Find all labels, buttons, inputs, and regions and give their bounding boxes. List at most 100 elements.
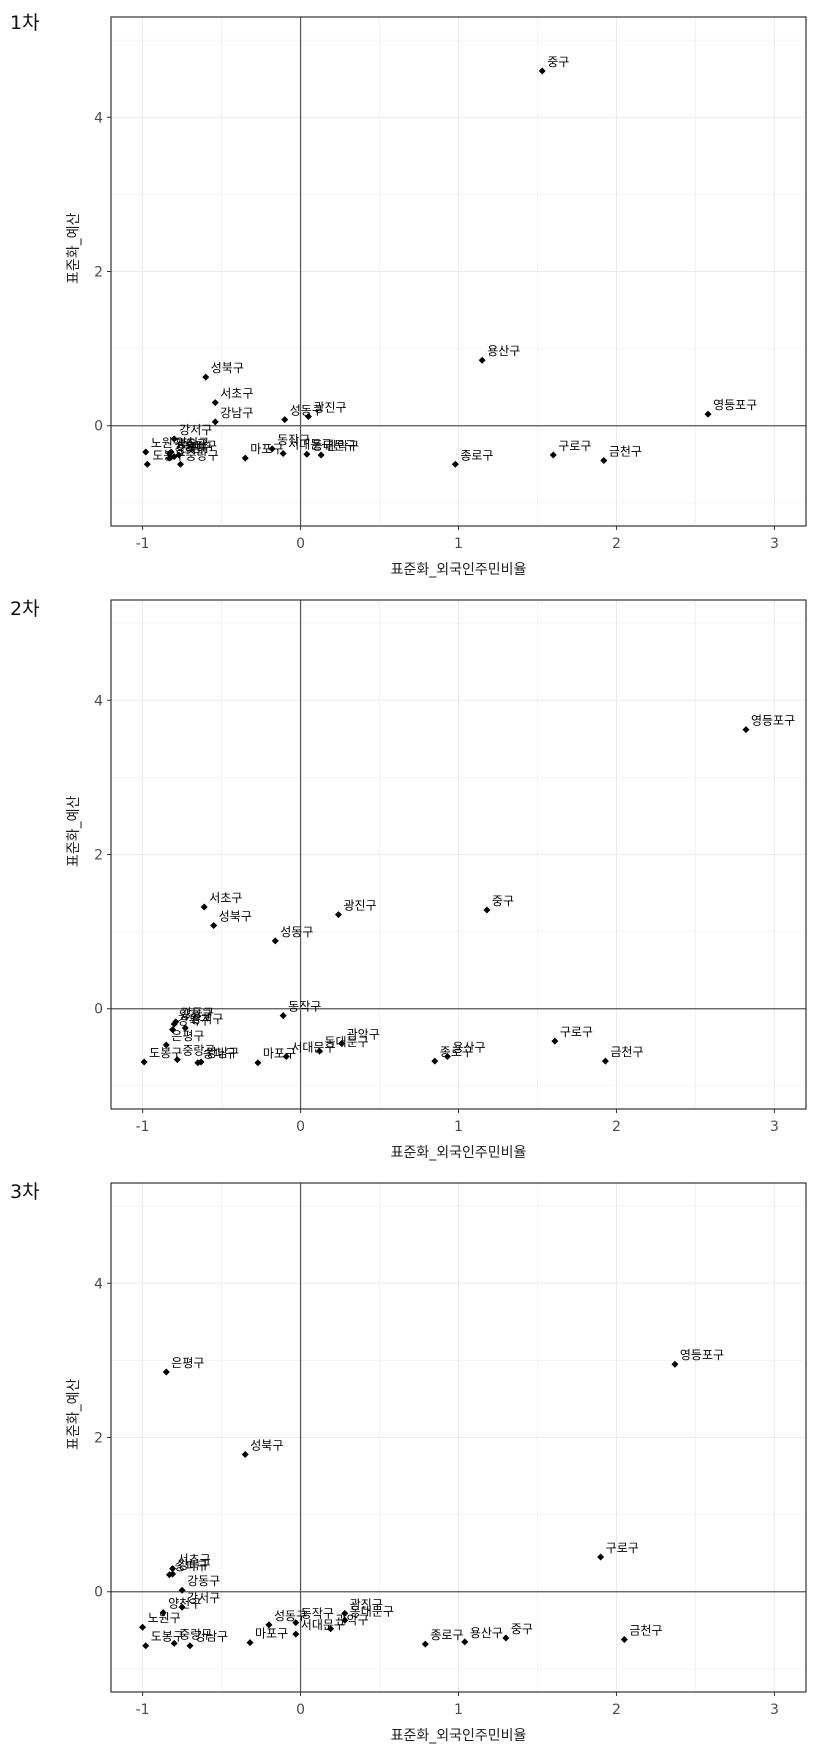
point-label: 노원구 bbox=[151, 436, 184, 450]
point-label: 강서구 bbox=[190, 1012, 223, 1026]
data-point: 강남구 bbox=[186, 1630, 228, 1650]
x-axis-title: 표준화_외국인주민비율 bbox=[391, 562, 527, 578]
point-label: 종로구 bbox=[430, 1628, 463, 1642]
point-label: 도봉구 bbox=[151, 1630, 184, 1644]
x-tick-label: 2 bbox=[612, 1119, 621, 1135]
data-point: 영등포구 bbox=[671, 1348, 724, 1368]
point-label: 중구 bbox=[511, 1622, 533, 1636]
data-point: 노원구 bbox=[142, 436, 184, 456]
x-tick-label: 0 bbox=[296, 1119, 305, 1135]
data-point: 구로구 bbox=[549, 439, 591, 459]
point-label: 마포구 bbox=[250, 442, 283, 456]
data-point: 서초구 bbox=[200, 891, 242, 911]
point-label: 중구 bbox=[492, 894, 514, 908]
point-label: 종로구 bbox=[440, 1045, 473, 1059]
point-label: 중구 bbox=[547, 55, 569, 69]
data-point: 도봉구 bbox=[143, 448, 185, 468]
data-point: 동대문구 bbox=[316, 1035, 369, 1055]
point-label: 노원구 bbox=[148, 1611, 181, 1625]
data-point: 서대문구 bbox=[279, 438, 332, 458]
x-tick-label: 2 bbox=[612, 1702, 621, 1718]
point-label: 서초구 bbox=[220, 387, 253, 401]
data-point: 마포구 bbox=[241, 442, 283, 462]
point-label: 성동구 bbox=[290, 404, 323, 418]
point-label: 관악구 bbox=[336, 1613, 369, 1627]
data-point: 종로구 bbox=[421, 1628, 463, 1648]
point-label: 강서구 bbox=[187, 1591, 220, 1605]
data-point: 도봉구 bbox=[140, 1046, 182, 1066]
point-label: 송파구 bbox=[184, 439, 217, 453]
point-label: 은평구 bbox=[179, 441, 212, 455]
point-label: 강동구 bbox=[181, 1006, 214, 1020]
x-tick-label: 1 bbox=[454, 1702, 463, 1718]
point-label: 마포구 bbox=[263, 1047, 296, 1061]
data-point: 중랑구 bbox=[177, 448, 219, 468]
point-label: 중랑구 bbox=[179, 1627, 212, 1641]
y-tick-label: 0 bbox=[94, 1585, 103, 1601]
panel-title-2: 2차 bbox=[10, 598, 40, 620]
x-tick-label: -1 bbox=[136, 1702, 150, 1718]
data-point: 성동구 bbox=[265, 1609, 307, 1629]
data-point: 강북구 bbox=[169, 1014, 211, 1034]
y-tick-label: 0 bbox=[94, 419, 103, 435]
data-point: 광진구 bbox=[304, 400, 347, 420]
data-point: 관악구 bbox=[338, 1027, 380, 1047]
data-point: 은평구 bbox=[162, 1029, 204, 1049]
data-point: 양천구 bbox=[159, 1596, 201, 1617]
scatter-panel-3: -1 0 1 2 3 0 2 4 표준화_외국인주민비율 표준화_예산 영등포구은평구성북구구로구서… bbox=[66, 1182, 807, 1744]
x-tick-label: 1 bbox=[454, 1119, 463, 1135]
data-point: 강북구 bbox=[169, 1558, 211, 1578]
y-tick-label: 4 bbox=[94, 693, 103, 709]
y-axis-title: 표준화_예산 bbox=[66, 213, 82, 285]
point-label: 광진구 bbox=[343, 899, 376, 913]
data-point: 종로구 bbox=[451, 448, 493, 468]
data-point: 중구 bbox=[502, 1622, 533, 1642]
point-label: 강동구 bbox=[187, 1574, 220, 1588]
x-tick-label: 3 bbox=[770, 1119, 779, 1135]
data-point: 중랑구 bbox=[173, 1044, 215, 1064]
data-point: 동대문구 bbox=[341, 1604, 394, 1624]
data-point: 용산구 bbox=[478, 344, 520, 364]
point-label: 관악구 bbox=[347, 1027, 380, 1041]
data-point: 구로구 bbox=[551, 1025, 593, 1045]
point-label: 은평구 bbox=[171, 1356, 204, 1370]
point-label: 은평구 bbox=[171, 1029, 204, 1043]
x-tick-label: -1 bbox=[136, 1119, 150, 1135]
point-label: 종로구 bbox=[460, 448, 493, 462]
data-point: 용산구 bbox=[443, 1041, 486, 1061]
data-point: 동대문구 bbox=[303, 438, 356, 458]
data-point: 강남구 bbox=[197, 1046, 239, 1066]
data-point: 중구 bbox=[483, 894, 514, 914]
x-tick-label: 2 bbox=[612, 536, 621, 552]
data-point: 강동구 bbox=[178, 1574, 220, 1594]
data-point: 금천구 bbox=[600, 443, 642, 464]
data-point: 서대문구 bbox=[282, 1041, 336, 1061]
point-label: 영등포구 bbox=[751, 714, 795, 728]
point-label: 강북구 bbox=[178, 1014, 211, 1028]
data-point: 강서구 bbox=[178, 1591, 220, 1611]
point-label: 강남구 bbox=[220, 406, 253, 420]
data-point: 광진구 bbox=[334, 899, 377, 919]
point-label: 서초구 bbox=[209, 891, 242, 905]
data-point: 성동구 bbox=[281, 404, 323, 424]
point-label: 용산구 bbox=[487, 344, 520, 358]
data-point: 금천구 bbox=[601, 1044, 644, 1065]
x-axis-title: 표준화_외국인주민비율 bbox=[391, 1145, 527, 1161]
point-label: 동대문구 bbox=[350, 1604, 394, 1618]
data-point: 도봉구 bbox=[142, 1630, 184, 1650]
y-tick-label: 2 bbox=[94, 1431, 103, 1447]
point-label: 광진구 bbox=[313, 400, 346, 414]
point-label: 광진구 bbox=[350, 1597, 383, 1611]
point-label: 양천구 bbox=[168, 1596, 201, 1611]
point-label: 동대문구 bbox=[312, 438, 356, 452]
point-label: 강서구 bbox=[179, 423, 212, 437]
panel-title-1: 1차 bbox=[10, 12, 40, 34]
point-label: 도봉구 bbox=[149, 1046, 182, 1060]
data-point: 마포구 bbox=[254, 1047, 296, 1067]
point-label: 영등포구 bbox=[713, 398, 757, 412]
point-label: 동작구 bbox=[301, 1607, 334, 1621]
point-label: 금천구 bbox=[609, 443, 642, 458]
point-label: 동작구 bbox=[288, 1000, 321, 1014]
y-tick-label: 4 bbox=[94, 110, 103, 126]
